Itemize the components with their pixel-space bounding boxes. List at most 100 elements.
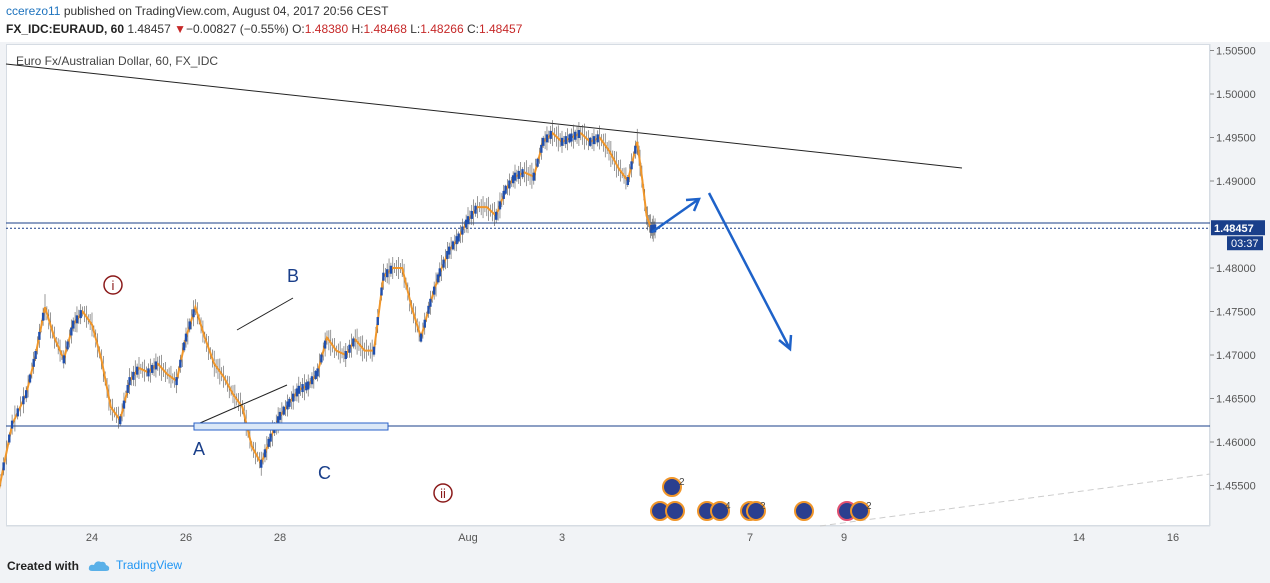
published-text: published on TradingView.com, August 04,… [60, 4, 389, 18]
bullish-candle [451, 241, 455, 250]
y-axis-ticks: 1.50500 1.50000 1.49500 1.49000 1.48000 1.475… [1210, 46, 1256, 493]
event-flag-icon[interactable] [794, 501, 814, 521]
arrow-down-shaft [707, 192, 792, 350]
bullish-candle [175, 377, 178, 386]
bullish-candle [513, 172, 517, 181]
tradingview-logo[interactable]: TradingView [88, 558, 182, 572]
bullish-candle [122, 400, 126, 409]
bullish-candle [589, 137, 592, 146]
bullish-candle [650, 224, 653, 233]
y-tick-label: 1.47500 [1216, 307, 1256, 319]
created-with-label: Created with [7, 559, 80, 573]
bullish-candle [132, 371, 135, 380]
bullish-candle [316, 368, 319, 377]
last-price: 1.48457 [127, 22, 171, 36]
bullish-candle [382, 272, 385, 281]
projection-arrows[interactable] [651, 192, 793, 352]
wave-label-c: C [318, 463, 331, 483]
triangle-upper-line[interactable] [236, 297, 294, 331]
bullish-candle [267, 438, 270, 447]
open-value: 1.48380 [304, 22, 349, 36]
bullish-candle [276, 416, 280, 425]
bullish-candle [297, 385, 300, 394]
y-tick-label: 1.49000 [1216, 176, 1256, 188]
event-flag-icon[interactable] [710, 501, 730, 521]
bullish-candle [573, 131, 577, 140]
price-change: −0.00827 (−0.55%) [186, 22, 289, 36]
bullish-candle [182, 342, 186, 351]
bullish-candle [429, 298, 432, 307]
bullish-candle [28, 374, 32, 383]
event-flag-icon[interactable] [850, 501, 870, 521]
last-price-badge [1211, 220, 1265, 236]
bullish-candle [466, 216, 470, 225]
event-count: 2 [760, 501, 766, 512]
bullish-candle [288, 398, 291, 407]
bullish-candle [380, 287, 383, 296]
low-label: L: [410, 22, 421, 36]
bullish-candle [372, 346, 376, 355]
y-tick-label: 1.46500 [1216, 394, 1256, 406]
bullish-candle [301, 384, 304, 393]
bullish-candle [150, 364, 154, 373]
bullish-candle [34, 351, 37, 359]
bullish-candle [314, 371, 317, 380]
bullish-candle [278, 411, 282, 420]
bullish-candle [427, 305, 430, 314]
x-tick-label: Aug [458, 532, 478, 544]
y-tick-label: 1.50500 [1216, 46, 1256, 58]
bullish-candle [192, 309, 195, 318]
bullish-candle [128, 377, 131, 386]
bullish-candle [568, 134, 571, 143]
wave-i-circle [103, 275, 123, 295]
bullish-candle [119, 416, 122, 425]
high-value: 1.48468 [363, 22, 407, 36]
bullish-candle [22, 396, 25, 405]
y-tick-label: 1.50000 [1216, 89, 1256, 101]
bullish-candle [423, 319, 426, 328]
bullish-candle [305, 382, 308, 391]
bullish-candle [263, 449, 267, 458]
triangle-lower-line[interactable] [199, 384, 288, 424]
event-flag-icon[interactable] [662, 477, 682, 497]
footer: Created with TradingView [0, 550, 1270, 583]
bullish-candle [135, 366, 139, 375]
x-tick-label: 7 [747, 532, 753, 544]
bullish-candle [291, 393, 295, 402]
header: ccerezo11 published on TradingView.com, … [0, 0, 1270, 42]
bullish-candle [592, 136, 596, 145]
wave-i-label: i [112, 278, 115, 293]
bullish-candle [521, 169, 524, 178]
trend-line[interactable] [5, 63, 963, 169]
close-value: 1.48457 [478, 22, 523, 36]
bullish-candle [25, 390, 28, 399]
x-tick-label: 16 [1167, 532, 1179, 544]
bullish-candle [570, 133, 573, 142]
bullish-candle [389, 265, 393, 274]
bullish-candle [542, 137, 545, 146]
bullish-candle [504, 185, 507, 194]
bullish-candle [307, 381, 310, 390]
x-tick-label: 28 [274, 532, 286, 544]
bullish-candle [310, 376, 314, 385]
support-zone-box[interactable] [193, 422, 389, 431]
y-tick-label: 1.46000 [1216, 437, 1256, 449]
y-tick-label: 1.45500 [1216, 481, 1256, 493]
event-flag-icon[interactable] [665, 501, 685, 521]
chart-area[interactable] [6, 44, 1210, 526]
author-link[interactable]: ccerezo11 [6, 4, 61, 18]
event-count: 2 [866, 501, 872, 512]
y-tick-label: 1.48000 [1216, 263, 1256, 275]
event-flag-icon[interactable] [746, 501, 766, 521]
last-price-axis-label: 1.48457 [1214, 223, 1254, 235]
bullish-candle [38, 331, 41, 340]
bullish-candle [511, 175, 515, 184]
bullish-candle [260, 459, 263, 468]
bullish-candle [62, 355, 65, 364]
event-icons[interactable]: 2 2 4 2 2 [650, 477, 872, 521]
bullish-candle [154, 361, 158, 370]
bullish-candle [147, 368, 150, 377]
bullish-candle [323, 340, 327, 349]
bullish-candle [179, 359, 182, 368]
